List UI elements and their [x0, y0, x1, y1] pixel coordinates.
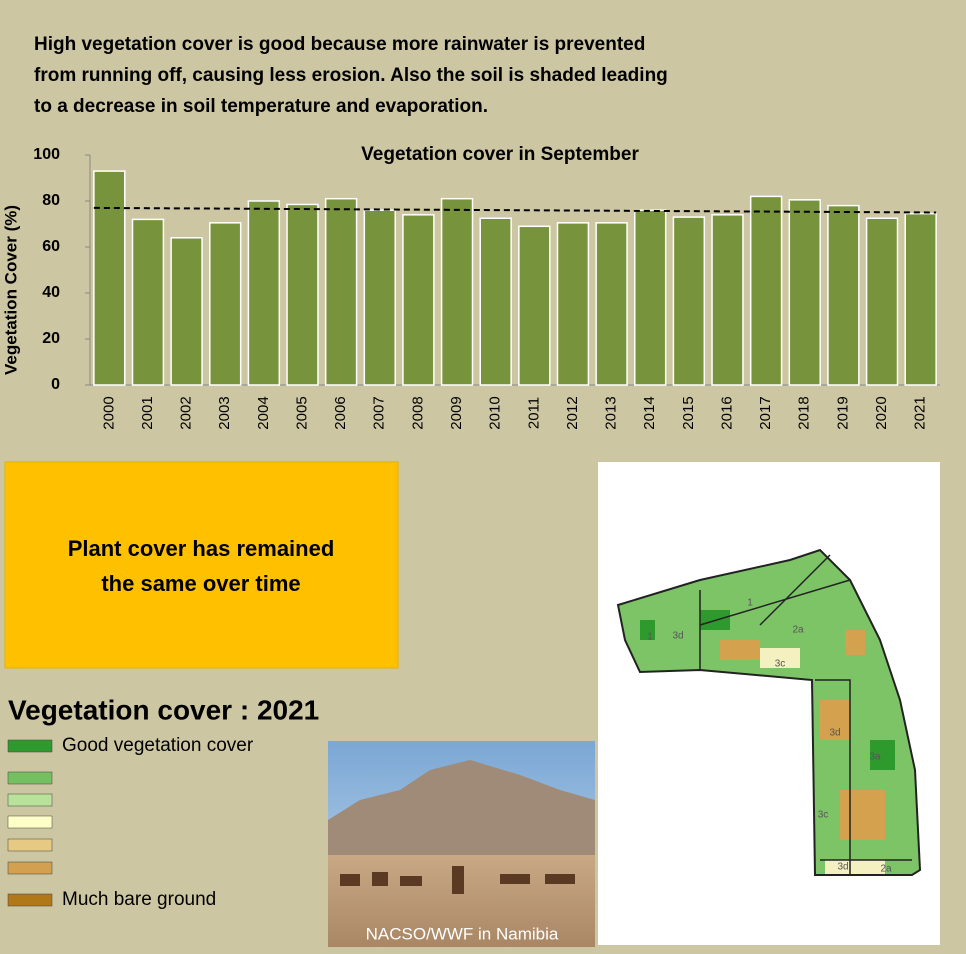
map-label: 1 [647, 632, 653, 643]
x-tick-label: 2007 [371, 396, 388, 429]
photo [328, 741, 595, 947]
x-tick-label: 2013 [603, 396, 620, 429]
y-axis-title: Vegetation Cover (%) [1, 205, 20, 375]
callout-text: the same over time [101, 571, 300, 596]
photo-caption: NACSO/WWF in Namibia [366, 924, 559, 943]
bar [364, 210, 395, 385]
legend-swatch [8, 794, 52, 806]
map-label: 3c [818, 810, 829, 821]
x-tick-label: 2019 [834, 396, 851, 429]
legend-swatch [8, 839, 52, 851]
bar [519, 226, 550, 385]
intro-line: from running off, causing less erosion. … [34, 65, 668, 86]
x-tick-label: 2004 [255, 396, 272, 429]
intro-line: High vegetation cover is good because mo… [34, 34, 645, 55]
bar [867, 218, 898, 385]
chart-title: Vegetation cover in September [361, 144, 639, 165]
callout-box [5, 462, 398, 668]
poster: High vegetation cover is good because mo… [0, 0, 966, 954]
x-tick-label: 2006 [332, 396, 349, 429]
map-label: 3d [829, 728, 840, 739]
x-tick-label: 2009 [448, 396, 465, 429]
y-tick-label: 100 [33, 146, 60, 163]
legend-swatch [8, 894, 52, 906]
y-tick-label: 20 [42, 330, 60, 347]
x-tick-label: 2018 [796, 396, 813, 429]
map-label: 2a [880, 864, 892, 875]
map-label: 3a [869, 752, 881, 763]
callout-text: Plant cover has remained [68, 536, 335, 561]
legend-swatch [8, 862, 52, 874]
map-label: 3d [837, 862, 848, 873]
bar [635, 210, 666, 385]
x-tick-label: 2015 [680, 396, 697, 429]
x-tick-label: 2017 [757, 396, 774, 429]
x-tick-label: 2005 [293, 396, 310, 429]
y-tick-label: 60 [42, 238, 60, 255]
bar [789, 200, 820, 385]
bar [712, 215, 743, 385]
legend-swatch [8, 816, 52, 828]
bar [442, 199, 473, 385]
x-tick-label: 2021 [912, 396, 929, 429]
y-tick-label: 0 [51, 376, 60, 393]
x-tick-label: 2016 [718, 396, 735, 429]
x-tick-label: 2001 [139, 396, 156, 429]
x-tick-label: 2000 [100, 396, 117, 429]
map-label: 2a [792, 625, 804, 636]
x-tick-label: 2012 [564, 396, 581, 429]
legend-swatch [8, 772, 52, 784]
bar [171, 238, 202, 385]
map-label: 3d [672, 631, 683, 642]
map-label: 3c [775, 659, 786, 670]
bar [558, 223, 589, 385]
bar [480, 218, 511, 385]
x-tick-label: 2003 [216, 396, 233, 429]
x-tick-label: 2002 [178, 396, 195, 429]
bar [94, 171, 125, 385]
bar [326, 199, 357, 385]
bar [210, 223, 241, 385]
x-tick-label: 2011 [525, 397, 542, 429]
map-label: 1 [747, 598, 753, 609]
legend-title: Vegetation cover : 2021 [8, 694, 319, 725]
legend-label: Good vegetation cover [62, 735, 254, 756]
x-tick-label: 2014 [641, 396, 658, 429]
bar [287, 204, 318, 385]
x-tick-label: 2020 [873, 396, 890, 429]
bar [828, 206, 859, 385]
bar [596, 223, 627, 385]
x-tick-label: 2010 [487, 396, 504, 429]
bar [403, 215, 434, 385]
bar [751, 196, 782, 385]
y-tick-label: 80 [42, 192, 60, 209]
bar [248, 201, 279, 385]
legend-swatch [8, 740, 52, 752]
legend-label: Much bare ground [62, 889, 216, 910]
x-tick-label: 2008 [409, 396, 426, 429]
bar [673, 217, 704, 385]
y-tick-label: 40 [42, 284, 60, 301]
intro-line: to a decrease in soil temperature and ev… [34, 96, 488, 117]
bar [133, 219, 164, 385]
bar [905, 214, 936, 385]
